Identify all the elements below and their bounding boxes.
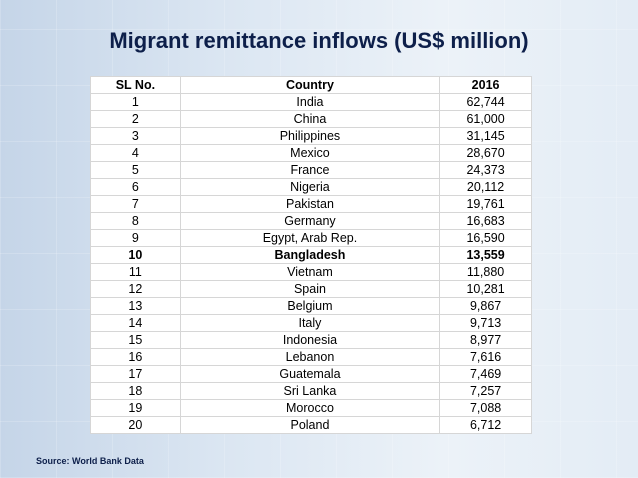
cell-sl-no: 19 <box>90 399 181 417</box>
cell-value: 28,670 <box>439 144 532 162</box>
cell-country: China <box>179 110 441 128</box>
table-row: 11 Vietnam 11,880 <box>90 263 532 281</box>
cell-sl-no: 4 <box>90 144 181 162</box>
cell-value: 7,088 <box>439 399 532 417</box>
table-row: 19 Morocco 7,088 <box>90 399 532 417</box>
table-header-row: SL No. Country 2016 <box>90 76 532 94</box>
cell-sl-no: 1 <box>90 93 181 111</box>
cell-sl-no: 13 <box>90 297 181 315</box>
cell-country: France <box>179 161 441 179</box>
cell-country: Morocco <box>179 399 441 417</box>
cell-sl-no: 12 <box>90 280 181 298</box>
table-row: 15 Indonesia 8,977 <box>90 331 532 349</box>
cell-value: 19,761 <box>439 195 532 213</box>
table-row: 1 India 62,744 <box>90 93 532 111</box>
cell-country: Bangladesh <box>179 246 441 264</box>
cell-value: 7,616 <box>439 348 532 366</box>
table-row: 6 Nigeria 20,112 <box>90 178 532 196</box>
cell-sl-no: 16 <box>90 348 181 366</box>
cell-sl-no: 17 <box>90 365 181 383</box>
table-row: 9 Egypt, Arab Rep. 16,590 <box>90 229 532 247</box>
cell-country: Philippines <box>179 127 441 145</box>
cell-value: 20,112 <box>439 178 532 196</box>
table-body: 1 India 62,744 2 China 61,000 3 Philippines 31,1… <box>90 93 532 434</box>
cell-sl-no: 15 <box>90 331 181 349</box>
cell-sl-no: 3 <box>90 127 181 145</box>
cell-country: India <box>179 93 441 111</box>
cell-sl-no: 7 <box>90 195 181 213</box>
table-row: 2 China 61,000 <box>90 110 532 128</box>
cell-sl-no: 6 <box>90 178 181 196</box>
cell-value: 24,373 <box>439 161 532 179</box>
cell-value: 10,281 <box>439 280 532 298</box>
table-row: 4 Mexico 28,670 <box>90 144 532 162</box>
cell-country: Germany <box>179 212 441 230</box>
cell-value: 9,713 <box>439 314 532 332</box>
cell-value: 7,257 <box>439 382 532 400</box>
table-row: 3 Philippines 31,145 <box>90 127 532 145</box>
cell-value: 61,000 <box>439 110 532 128</box>
table-row: 18 Sri Lanka 7,257 <box>90 382 532 400</box>
table-row: 8 Germany 16,683 <box>90 212 532 230</box>
table-row: 5 France 24,373 <box>90 161 532 179</box>
slide-title: Migrant remittance inflows (US$ million) <box>109 28 529 53</box>
cell-value: 31,145 <box>439 127 532 145</box>
cell-sl-no: 2 <box>90 110 181 128</box>
header-year: 2016 <box>439 76 532 94</box>
cell-value: 9,867 <box>439 297 532 315</box>
cell-value: 16,683 <box>439 212 532 230</box>
table-row: 12 Spain 10,281 <box>90 280 532 298</box>
cell-value: 16,590 <box>439 229 532 247</box>
header-sl-no: SL No. <box>90 76 181 94</box>
table-row: 7 Pakistan 19,761 <box>90 195 532 213</box>
cell-sl-no: 20 <box>90 416 181 434</box>
cell-country: Indonesia <box>179 331 441 349</box>
table-row: 10 Bangladesh 13,559 <box>90 246 532 264</box>
table-row: 16 Lebanon 7,616 <box>90 348 532 366</box>
cell-value: 11,880 <box>439 263 532 281</box>
cell-sl-no: 11 <box>90 263 181 281</box>
cell-country: Vietnam <box>179 263 441 281</box>
cell-country: Mexico <box>179 144 441 162</box>
cell-sl-no: 10 <box>90 246 181 264</box>
cell-country: Belgium <box>179 297 441 315</box>
cell-country: Guatemala <box>179 365 441 383</box>
cell-value: 8,977 <box>439 331 532 349</box>
table-row: 13 Belgium 9,867 <box>90 297 532 315</box>
cell-country: Italy <box>179 314 441 332</box>
source-note: Source: World Bank Data <box>36 456 144 466</box>
cell-value: 6,712 <box>439 416 532 434</box>
cell-sl-no: 8 <box>90 212 181 230</box>
cell-sl-no: 14 <box>90 314 181 332</box>
cell-country: Sri Lanka <box>179 382 441 400</box>
header-country: Country <box>179 76 441 94</box>
table-row: 17 Guatemala 7,469 <box>90 365 532 383</box>
cell-sl-no: 5 <box>90 161 181 179</box>
cell-country: Poland <box>179 416 441 434</box>
table-row: 14 Italy 9,713 <box>90 314 532 332</box>
cell-country: Lebanon <box>179 348 441 366</box>
table-row: 20 Poland 6,712 <box>90 416 532 434</box>
cell-value: 13,559 <box>439 246 532 264</box>
cell-sl-no: 9 <box>90 229 181 247</box>
cell-sl-no: 18 <box>90 382 181 400</box>
cell-country: Spain <box>179 280 441 298</box>
cell-country: Pakistan <box>179 195 441 213</box>
cell-value: 7,469 <box>439 365 532 383</box>
cell-country: Nigeria <box>179 178 441 196</box>
cell-value: 62,744 <box>439 93 532 111</box>
cell-country: Egypt, Arab Rep. <box>179 229 441 247</box>
remittance-table: SL No. Country 2016 1 India 62,744 2 China 61… <box>90 76 532 434</box>
